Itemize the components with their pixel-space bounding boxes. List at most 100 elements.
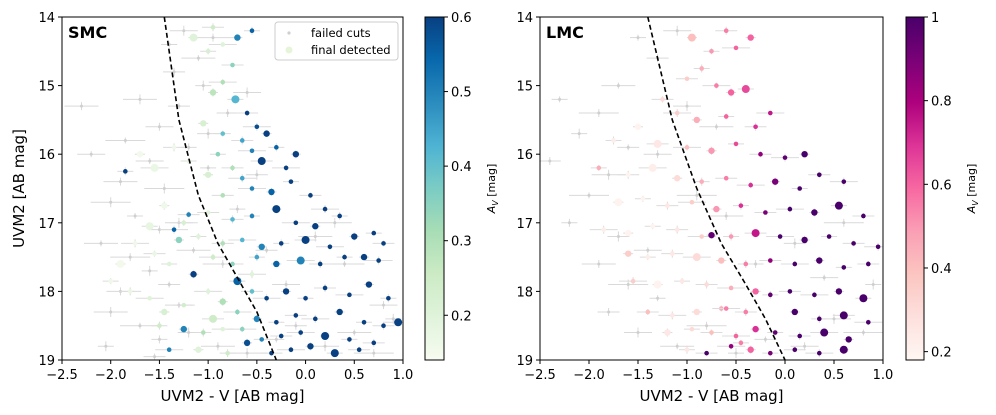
data-point xyxy=(199,254,228,261)
data-point xyxy=(695,280,718,289)
data-point xyxy=(223,308,252,315)
data-point xyxy=(666,225,689,234)
data-point xyxy=(276,346,305,353)
data-point xyxy=(809,208,820,217)
data-point xyxy=(791,186,808,191)
legend-label-detected: final detected xyxy=(311,43,391,57)
failed-point xyxy=(193,33,234,42)
data-point xyxy=(362,338,385,347)
x-axis-label: UVM2 - V [AB mag] xyxy=(639,387,783,405)
data-point xyxy=(115,259,126,268)
y-tick-label: 17 xyxy=(516,217,533,232)
failed-point xyxy=(97,341,114,352)
x-tick-label: −1.0 xyxy=(671,368,703,383)
data-point xyxy=(829,177,858,186)
data-point xyxy=(261,130,272,137)
data-point xyxy=(677,199,706,205)
data-point xyxy=(372,240,395,247)
data-point xyxy=(237,185,266,192)
colorbar-tick-label: 0.4 xyxy=(451,160,472,175)
data-point xyxy=(301,314,330,323)
data-point xyxy=(341,336,358,343)
data-point xyxy=(228,174,257,183)
data-point xyxy=(703,48,720,55)
legend-box xyxy=(274,21,399,61)
failed-point xyxy=(369,301,398,310)
colorbar-tick-label: 0.6 xyxy=(931,178,952,193)
data-point xyxy=(271,205,282,214)
data-point xyxy=(290,150,301,159)
data-point xyxy=(718,113,735,120)
x-tick-label: 0.0 xyxy=(775,368,796,383)
failed-point xyxy=(272,280,301,289)
failed-point xyxy=(601,82,636,89)
data-point xyxy=(691,308,702,316)
failed-point xyxy=(663,25,692,36)
data-point xyxy=(193,346,204,353)
data-point xyxy=(843,336,854,343)
failed-point xyxy=(324,260,365,267)
lmc-panel: −2.5 −2.0 −1.5 −1.0 −0.5 0.0 0.5 1.0 14 15 16 17 18 1… xyxy=(516,11,980,405)
failed-point xyxy=(195,80,212,91)
y-axis-label: UVM2 [AB mag] xyxy=(10,129,28,248)
data-point xyxy=(821,234,838,239)
data-point xyxy=(270,332,293,339)
data-point xyxy=(636,308,659,315)
failed-point xyxy=(144,183,185,194)
data-point xyxy=(864,242,883,251)
axes-frame xyxy=(61,16,404,361)
data-point xyxy=(163,143,186,152)
data-point xyxy=(208,42,237,47)
data-point xyxy=(268,143,285,152)
failed-point xyxy=(617,144,640,151)
colorbar-tick-label: 1 xyxy=(931,11,939,26)
data-point xyxy=(726,88,737,97)
failed-point xyxy=(728,348,744,359)
data-point xyxy=(722,331,750,340)
data-point xyxy=(384,318,403,327)
data-point xyxy=(702,82,731,89)
data-point xyxy=(639,254,656,261)
data-point xyxy=(715,175,738,181)
data-point xyxy=(314,283,337,292)
data-point xyxy=(334,308,345,316)
data-point xyxy=(365,230,382,236)
data-point xyxy=(320,331,331,340)
failed-point xyxy=(643,150,672,159)
data-point xyxy=(243,212,260,219)
data-point xyxy=(750,288,761,295)
data-point xyxy=(679,345,695,354)
data-point xyxy=(281,220,310,226)
data-point xyxy=(272,164,301,171)
data-point xyxy=(271,260,282,268)
data-point xyxy=(717,285,746,291)
failed-point xyxy=(608,279,649,290)
data-point xyxy=(661,249,684,258)
data-point xyxy=(229,277,246,286)
data-point xyxy=(309,259,332,268)
data-point xyxy=(732,201,749,210)
data-point xyxy=(656,201,679,210)
failed-point xyxy=(143,353,166,360)
data-point xyxy=(737,85,754,94)
data-point xyxy=(252,294,281,303)
data-point xyxy=(169,219,198,226)
data-point xyxy=(236,110,259,117)
colorbar-tick-label: 0.2 xyxy=(451,309,472,324)
failed-point xyxy=(823,218,864,227)
data-point xyxy=(143,250,166,257)
failed-point xyxy=(607,231,630,242)
panel-label: LMC xyxy=(546,23,584,42)
data-point xyxy=(663,109,692,118)
data-point xyxy=(717,343,746,350)
failed-point xyxy=(633,247,662,254)
failed-point xyxy=(571,128,588,139)
data-point xyxy=(799,151,810,158)
data-point xyxy=(734,307,757,316)
data-point xyxy=(336,254,353,261)
data-point xyxy=(243,26,260,35)
data-point xyxy=(754,210,777,215)
data-point xyxy=(814,256,825,265)
x-tick-label: −2.5 xyxy=(524,368,556,383)
data-point xyxy=(775,206,804,213)
